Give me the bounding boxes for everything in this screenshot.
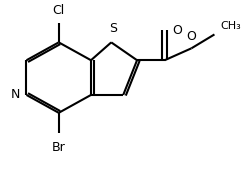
Text: O: O (173, 24, 182, 37)
Text: N: N (11, 88, 20, 101)
Text: Cl: Cl (53, 4, 65, 17)
Text: Br: Br (52, 141, 66, 154)
Text: S: S (109, 22, 117, 35)
Text: O: O (187, 30, 196, 43)
Text: CH₃: CH₃ (220, 22, 241, 32)
